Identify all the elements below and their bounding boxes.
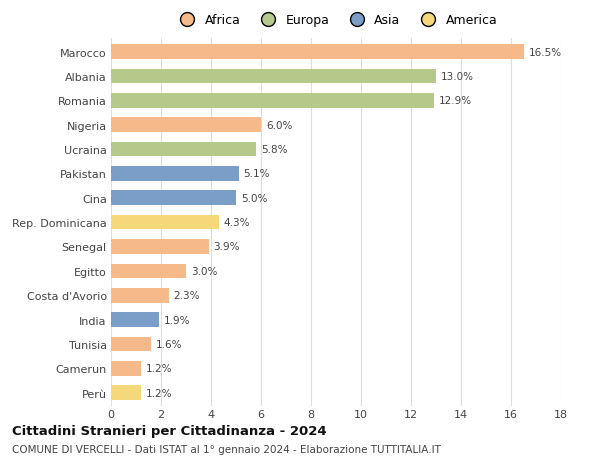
Text: 3.9%: 3.9%: [214, 242, 240, 252]
Text: 5.0%: 5.0%: [241, 193, 268, 203]
Bar: [111, 167, 239, 181]
Text: 13.0%: 13.0%: [441, 72, 474, 82]
Bar: [111, 118, 261, 133]
Text: 5.1%: 5.1%: [244, 169, 270, 179]
Text: 12.9%: 12.9%: [439, 96, 472, 106]
Text: 1.6%: 1.6%: [156, 339, 182, 349]
Text: 4.3%: 4.3%: [223, 218, 250, 228]
Bar: [111, 288, 169, 303]
Legend: Africa, Europa, Asia, America: Africa, Europa, Asia, America: [175, 14, 497, 27]
Text: 5.8%: 5.8%: [261, 145, 287, 155]
Text: 16.5%: 16.5%: [529, 47, 562, 57]
Bar: [111, 94, 433, 108]
Bar: [111, 69, 436, 84]
Bar: [111, 361, 141, 376]
Text: Cittadini Stranieri per Cittadinanza - 2024: Cittadini Stranieri per Cittadinanza - 2…: [12, 425, 326, 437]
Bar: [111, 45, 523, 60]
Text: 1.2%: 1.2%: [146, 388, 173, 398]
Bar: [111, 337, 151, 352]
Bar: [111, 240, 209, 254]
Text: 2.3%: 2.3%: [173, 291, 200, 301]
Text: 3.0%: 3.0%: [191, 266, 217, 276]
Text: 1.9%: 1.9%: [163, 315, 190, 325]
Bar: [111, 386, 141, 400]
Bar: [111, 215, 218, 230]
Text: 6.0%: 6.0%: [266, 120, 292, 130]
Bar: [111, 313, 158, 327]
Bar: [111, 264, 186, 279]
Bar: [111, 142, 256, 157]
Text: COMUNE DI VERCELLI - Dati ISTAT al 1° gennaio 2024 - Elaborazione TUTTITALIA.IT: COMUNE DI VERCELLI - Dati ISTAT al 1° ge…: [12, 444, 441, 454]
Bar: [111, 191, 236, 206]
Text: 1.2%: 1.2%: [146, 364, 173, 374]
